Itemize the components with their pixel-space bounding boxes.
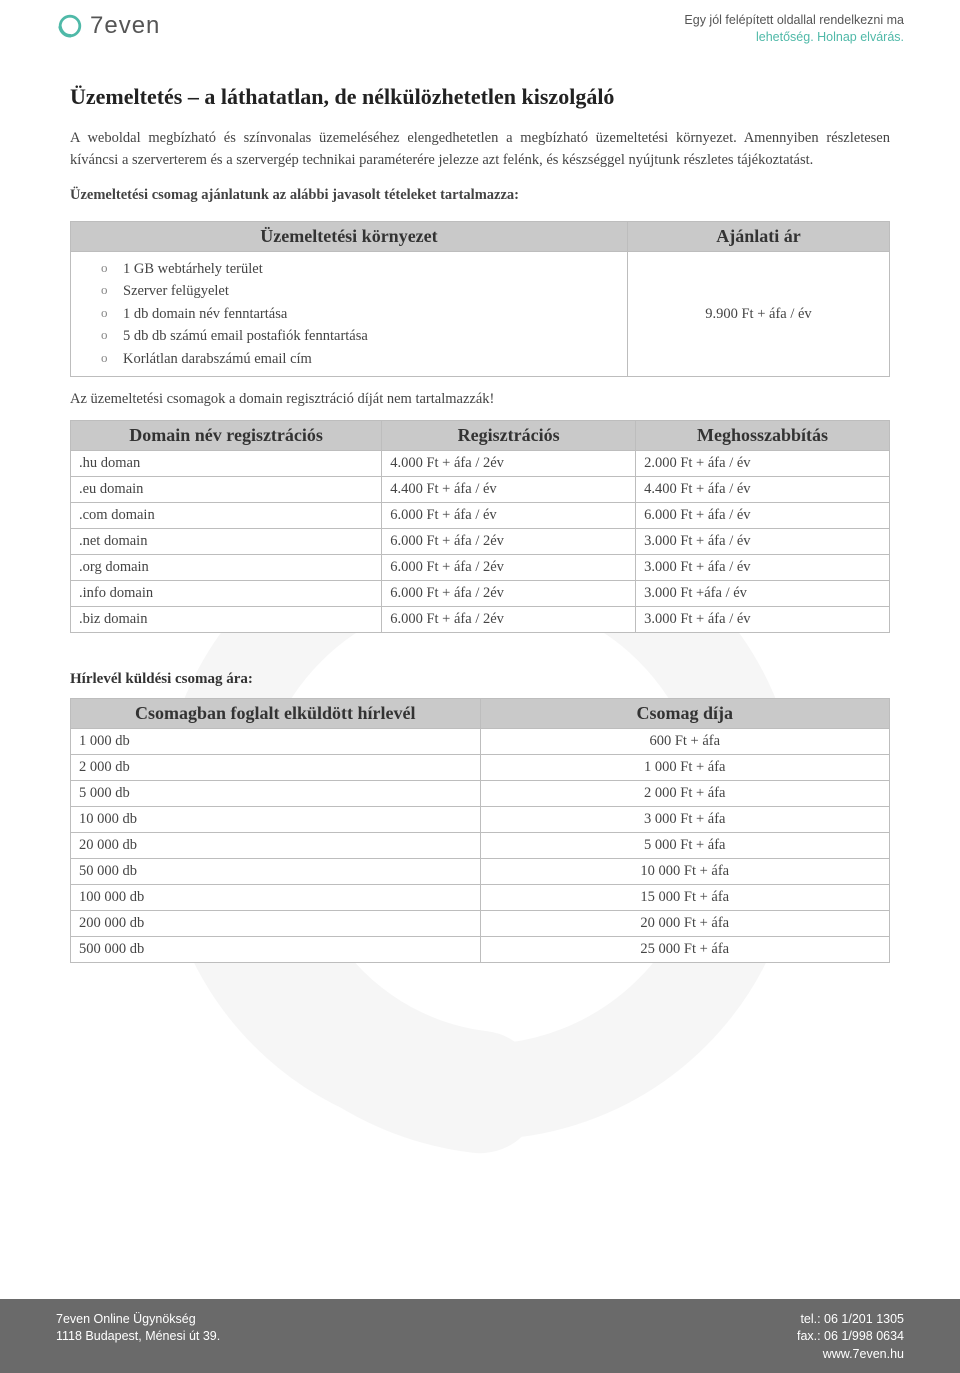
env-price-cell: 9.900 Ft + áfa / év [627,252,889,377]
domain-header-3: Meghosszabbítás [636,421,890,451]
news-header-2: Csomag díja [480,699,890,729]
header-tagline: Egy jól felépített oldallal rendelkezni … [684,12,904,46]
news-qty: 200 000 db [71,911,481,937]
news-price: 2 000 Ft + áfa [480,781,890,807]
news-price: 25 000 Ft + áfa [480,937,890,963]
lead-paragraph: Üzemeltetési csomag ajánlatunk az alábbi… [70,185,890,207]
domain-reg: 6.000 Ft + áfa / 2év [382,581,636,607]
domain-name: .net domain [71,529,382,555]
tagline-line2: lehetőség. Holnap elvárás. [684,29,904,46]
news-price: 5 000 Ft + áfa [480,833,890,859]
news-price: 3 000 Ft + áfa [480,807,890,833]
table-row: .com domain 6.000 Ft + áfa / év 6.000 Ft… [71,503,890,529]
domain-ext: 3.000 Ft + áfa / év [636,555,890,581]
table-row: 500 000 db 25 000 Ft + áfa [71,937,890,963]
table-row: .eu domain 4.400 Ft + áfa / év 4.400 Ft … [71,477,890,503]
news-price: 1 000 Ft + áfa [480,755,890,781]
domain-reg: 6.000 Ft + áfa / év [382,503,636,529]
footer-address: 1118 Budapest, Ménesi út 39. [56,1328,220,1346]
footer-fax: fax.: 06 1/998 0634 [797,1328,904,1346]
table-row: 1 000 db 600 Ft + áfa [71,729,890,755]
domain-name: .info domain [71,581,382,607]
domain-name: .com domain [71,503,382,529]
table-header-row: Domain név regisztrációs Regisztrációs M… [71,421,890,451]
domain-name: .eu domain [71,477,382,503]
domain-ext: 3.000 Ft +áfa / év [636,581,890,607]
env-item: 1 db domain név fenntartása [101,303,619,325]
intro-paragraph: A weboldal megbízható és színvonalas üze… [70,128,890,172]
domain-reg: 6.000 Ft + áfa / 2év [382,607,636,633]
note-text: Az üzemeltetési csomagok a domain regisz… [70,391,890,408]
env-items-cell: 1 GB webtárhely terület Szerver felügyel… [71,252,628,377]
news-qty: 500 000 db [71,937,481,963]
table-row: .org domain 6.000 Ft + áfa / 2év 3.000 F… [71,555,890,581]
news-price: 15 000 Ft + áfa [480,885,890,911]
logo-text: 7even [90,12,160,40]
footer-tel: tel.: 06 1/201 1305 [797,1311,904,1329]
domain-ext: 6.000 Ft + áfa / év [636,503,890,529]
page-footer: 7even Online Ügynökség 1118 Budapest, Mé… [0,1299,960,1373]
table-row: 50 000 db 10 000 Ft + áfa [71,859,890,885]
news-header-1: Csomagban foglalt elküldött hírlevél [71,699,481,729]
logo-swirl-icon [56,12,84,40]
table-row: 5 000 db 2 000 Ft + áfa [71,781,890,807]
env-item: Szerver felügyelet [101,280,619,302]
page-title: Üzemeltetés – a láthatatlan, de nélkülöz… [70,84,890,110]
footer-left: 7even Online Ügynökség 1118 Budapest, Mé… [56,1311,220,1364]
footer-right: tel.: 06 1/201 1305 fax.: 06 1/998 0634 … [797,1311,904,1364]
env-item: Korlátlan darabszámú email cím [101,348,619,370]
domain-ext: 3.000 Ft + áfa / év [636,529,890,555]
table-row: .net domain 6.000 Ft + áfa / 2év 3.000 F… [71,529,890,555]
table-row: .biz domain 6.000 Ft + áfa / 2év 3.000 F… [71,607,890,633]
domain-ext: 3.000 Ft + áfa / év [636,607,890,633]
news-price: 20 000 Ft + áfa [480,911,890,937]
table-row: 10 000 db 3 000 Ft + áfa [71,807,890,833]
domain-table: Domain név regisztrációs Regisztrációs M… [70,420,890,633]
page-content: Üzemeltetés – a láthatatlan, de nélkülöz… [0,54,960,964]
env-header-2: Ajánlati ár [627,222,889,252]
domain-reg: 4.400 Ft + áfa / év [382,477,636,503]
newsletter-heading: Hírlevél küldési csomag ára: [70,671,890,688]
news-qty: 5 000 db [71,781,481,807]
env-item: 5 db db számú email postafiók fenntartás… [101,325,619,347]
footer-company: 7even Online Ügynökség [56,1311,220,1329]
table-row: 100 000 db 15 000 Ft + áfa [71,885,890,911]
news-qty: 10 000 db [71,807,481,833]
domain-header-1: Domain név regisztrációs [71,421,382,451]
newsletter-table: Csomagban foglalt elküldött hírlevél Cso… [70,698,890,963]
domain-reg: 6.000 Ft + áfa / 2év [382,529,636,555]
domain-name: .org domain [71,555,382,581]
domain-name: .hu doman [71,451,382,477]
news-price: 600 Ft + áfa [480,729,890,755]
table-header-row: Csomagban foglalt elküldött hírlevél Cso… [71,699,890,729]
domain-ext: 4.400 Ft + áfa / év [636,477,890,503]
domain-reg: 6.000 Ft + áfa / 2év [382,555,636,581]
news-qty: 100 000 db [71,885,481,911]
domain-header-2: Regisztrációs [382,421,636,451]
table-row: .hu doman 4.000 Ft + áfa / 2év 2.000 Ft … [71,451,890,477]
table-row: 20 000 db 5 000 Ft + áfa [71,833,890,859]
tagline-line1: Egy jól felépített oldallal rendelkezni … [684,12,904,29]
news-price: 10 000 Ft + áfa [480,859,890,885]
domain-ext: 2.000 Ft + áfa / év [636,451,890,477]
domain-reg: 4.000 Ft + áfa / 2év [382,451,636,477]
table-row: 2 000 db 1 000 Ft + áfa [71,755,890,781]
table-header-row: Üzemeltetési környezet Ajánlati ár [71,222,890,252]
table-row: 1 GB webtárhely terület Szerver felügyel… [71,252,890,377]
table-row: 200 000 db 20 000 Ft + áfa [71,911,890,937]
news-qty: 1 000 db [71,729,481,755]
news-qty: 2 000 db [71,755,481,781]
environment-table: Üzemeltetési környezet Ajánlati ár 1 GB … [70,221,890,377]
news-qty: 20 000 db [71,833,481,859]
env-item: 1 GB webtárhely terület [101,258,619,280]
table-row: .info domain 6.000 Ft + áfa / 2év 3.000 … [71,581,890,607]
logo: 7even [56,12,160,40]
news-qty: 50 000 db [71,859,481,885]
env-header-1: Üzemeltetési környezet [71,222,628,252]
footer-url: www.7even.hu [797,1346,904,1364]
domain-name: .biz domain [71,607,382,633]
page-header: 7even Egy jól felépített oldallal rendel… [0,0,960,54]
